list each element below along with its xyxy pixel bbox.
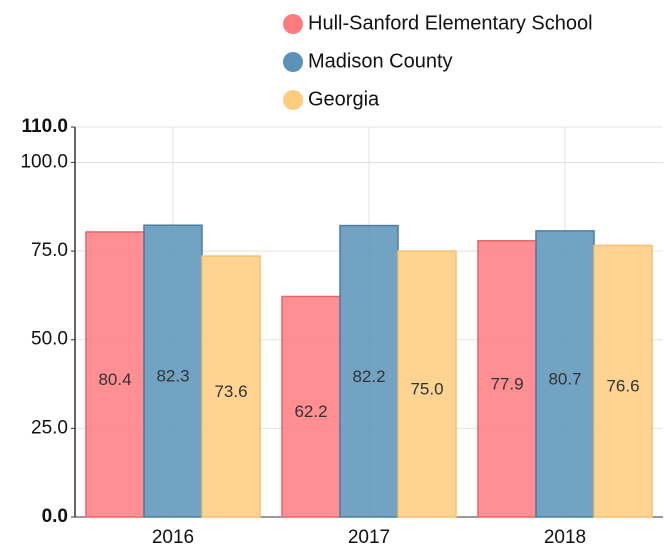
y-tick-label: 75.0 <box>31 240 68 261</box>
x-tick-label: 2016 <box>152 527 194 548</box>
data-label: 82.2 <box>352 367 385 386</box>
bar <box>477 240 537 518</box>
y-tick-label: 110.0 <box>22 116 69 137</box>
y-tick-label: 25.0 <box>31 417 68 438</box>
y-tick-label: 50.0 <box>31 329 68 350</box>
legend-label: Georgia <box>308 88 380 110</box>
data-label: 76.6 <box>606 377 639 396</box>
data-label: 77.9 <box>490 374 523 393</box>
legend-label: Hull-Sanford Elementary School <box>308 12 593 34</box>
bar <box>397 250 457 518</box>
data-label: 80.7 <box>548 369 581 388</box>
data-label: 75.0 <box>410 380 443 399</box>
y-tick-label: 0.0 <box>42 506 68 527</box>
bar <box>85 231 145 518</box>
data-label: 80.4 <box>98 370 131 389</box>
legend-swatch <box>283 52 303 72</box>
data-label: 73.6 <box>214 382 247 401</box>
bar <box>593 244 653 518</box>
bar <box>535 230 595 518</box>
legend-swatch <box>283 14 303 34</box>
bar <box>143 224 203 518</box>
legend-label: Madison County <box>308 50 453 72</box>
y-tick-label: 100.0 <box>20 151 68 172</box>
x-tick-label: 2017 <box>348 527 390 548</box>
x-tick-label: 2018 <box>544 527 586 548</box>
legend-swatch <box>283 90 303 110</box>
data-label: 62.2 <box>294 402 327 421</box>
bar <box>201 255 261 518</box>
data-label: 82.3 <box>156 367 189 386</box>
